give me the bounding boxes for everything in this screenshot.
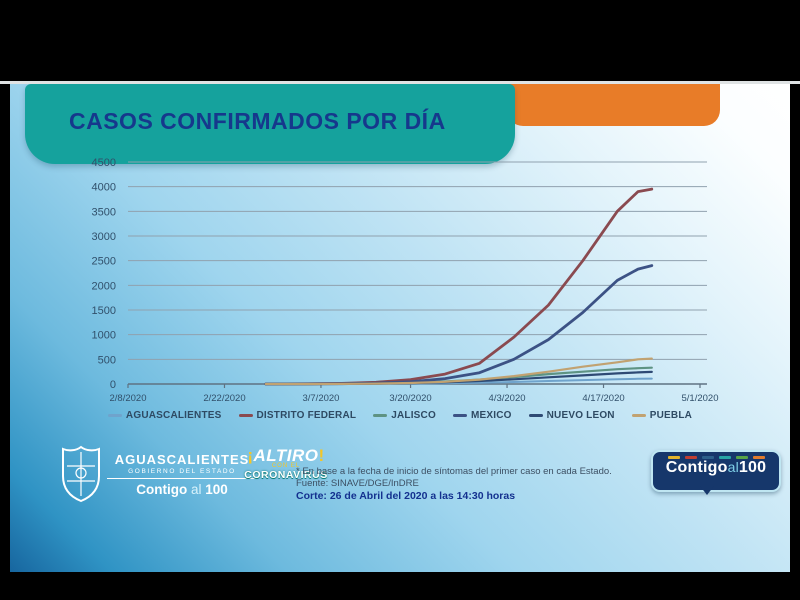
y-axis-tick-label: 500: [98, 354, 116, 366]
badge-word2: al: [727, 459, 739, 475]
altiro-coronavirus-logo: ¡ALTIRO! CON EL CORONAVIRUS: [243, 446, 329, 481]
legend-dash-icon: [107, 413, 122, 417]
series-line-nuevo-leon: [264, 370, 653, 386]
legend-item-aguascalientes: AGUASCALIENTES: [107, 409, 222, 421]
altiro-bang-open: ¡: [247, 446, 254, 465]
altiro-logo-bottom: CORONAVIRUS: [244, 469, 328, 481]
badge-dash-icon: [701, 456, 714, 459]
y-axis-tick-label: 4500: [92, 157, 116, 169]
footnote-block: * En base a la fecha de inicio de síntom…: [296, 466, 636, 503]
y-axis-tick-label: 3500: [92, 206, 116, 218]
badge-text: Contigoal100: [653, 459, 779, 476]
series-line-puebla: [264, 357, 653, 386]
x-axis-tick-label: 2/8/2020: [110, 393, 147, 404]
legend-label: NUEVO LEON: [546, 409, 615, 421]
contigo-al-100-badge: Contigoal100: [651, 450, 781, 492]
x-axis-tick-label: 5/1/2020: [682, 393, 719, 404]
gov-brand-word3: 100: [205, 482, 228, 497]
title-banner: CASOS CONFIRMADOS POR DÍA: [25, 84, 515, 164]
chart-legend: AGUASCALIENTES DISTRITO FEDERAL JALISCO MEX…: [50, 406, 750, 424]
letterbox-divider-line: [0, 81, 800, 84]
line-chart: 0 500 1000 1500 2000 2500 3000 3500 4000 4500 2/8/…: [92, 157, 719, 404]
legend-dash-icon: [528, 413, 543, 417]
legend-dash-icon: [373, 413, 388, 417]
legend-dash-icon: [452, 413, 467, 417]
x-axis-tick-label: 3/7/2020: [302, 393, 339, 404]
legend-item-mexico: MEXICO: [452, 409, 512, 421]
legend-label: DISTRITO FEDERAL: [256, 409, 357, 421]
legend-label: MEXICO: [470, 409, 512, 421]
gov-subtitle: GOBIERNO DEL ESTADO: [128, 468, 236, 475]
badge-dash-icon: [735, 456, 748, 459]
y-axis-tick-label: 1000: [92, 330, 116, 342]
footnote-line1: * En base a la fecha de inicio de síntom…: [296, 466, 612, 477]
footnote-cutoff-date: Corte: 26 de Abril del 2020 a las 14:30 …: [296, 490, 516, 502]
badge-dash-icon: [684, 456, 697, 459]
badge-dash-icon: [752, 456, 765, 459]
altiro-word: ALTIRO: [253, 446, 319, 465]
x-axis-tick-label: 4/3/2020: [489, 393, 526, 404]
badge-word3: 100: [738, 459, 767, 476]
y-axis-tick-label: 4000: [92, 182, 116, 194]
altiro-logo-mid: CON EL: [271, 463, 301, 469]
legend-item-jalisco: JALISCO: [373, 410, 436, 421]
y-axis-tick-label: 3000: [92, 231, 116, 243]
legend-item-distrito-federal: DISTRITO FEDERAL: [238, 409, 357, 421]
x-axis-tick-label: 2/22/2020: [203, 393, 245, 404]
y-axis-tick-label: 2500: [92, 256, 116, 268]
gov-brand-word1: Contigo: [136, 482, 188, 497]
presentation-slide: CASOS CONFIRMADOS POR DÍA 0 500 1000 1500 20…: [10, 84, 790, 572]
badge-dash-icon: [718, 456, 731, 459]
badge-color-dashes-icon: [653, 456, 779, 459]
state-coat-of-arms-icon: [62, 445, 100, 503]
gov-brand-word2: al: [190, 482, 202, 497]
gov-brand: Contigo al 100: [107, 478, 257, 497]
y-axis-tick-label: 1500: [92, 305, 116, 317]
accent-orange-bar: [507, 84, 720, 126]
gov-state-name: AGUASCALIENTES: [114, 452, 250, 467]
government-logo-text: AGUASCALIENTES GOBIERNO DEL ESTADO Conti…: [107, 452, 257, 497]
footnote-source: Fuente: SINAVE/DGE/InDRE: [296, 477, 419, 489]
speech-bubble-tail-icon: [700, 486, 714, 495]
x-axis-tick-label: 3/20/2020: [389, 393, 431, 404]
badge-word1: Contigo: [665, 459, 728, 476]
legend-dash-icon: [238, 413, 253, 417]
legend-dash-icon: [631, 413, 646, 417]
series-line-distrito-federal: [264, 187, 654, 386]
page-title: CASOS CONFIRMADOS POR DÍA: [69, 108, 446, 134]
legend-label: AGUASCALIENTES: [125, 409, 222, 421]
legend-label: JALISCO: [391, 409, 436, 421]
x-axis-tick-label: 4/17/2020: [582, 393, 624, 404]
altiro-bang-close: !: [318, 446, 325, 465]
altiro-logo-top: ¡ALTIRO!: [243, 446, 329, 465]
y-axis-tick-label: 0: [110, 379, 116, 391]
badge-dash-icon: [667, 456, 680, 459]
legend-label: PUEBLA: [649, 409, 693, 421]
y-axis-tick-label: 2000: [92, 280, 116, 292]
legend-item-puebla: PUEBLA: [631, 409, 693, 421]
legend-item-nuevo-leon: NUEVO LEON: [528, 409, 615, 421]
